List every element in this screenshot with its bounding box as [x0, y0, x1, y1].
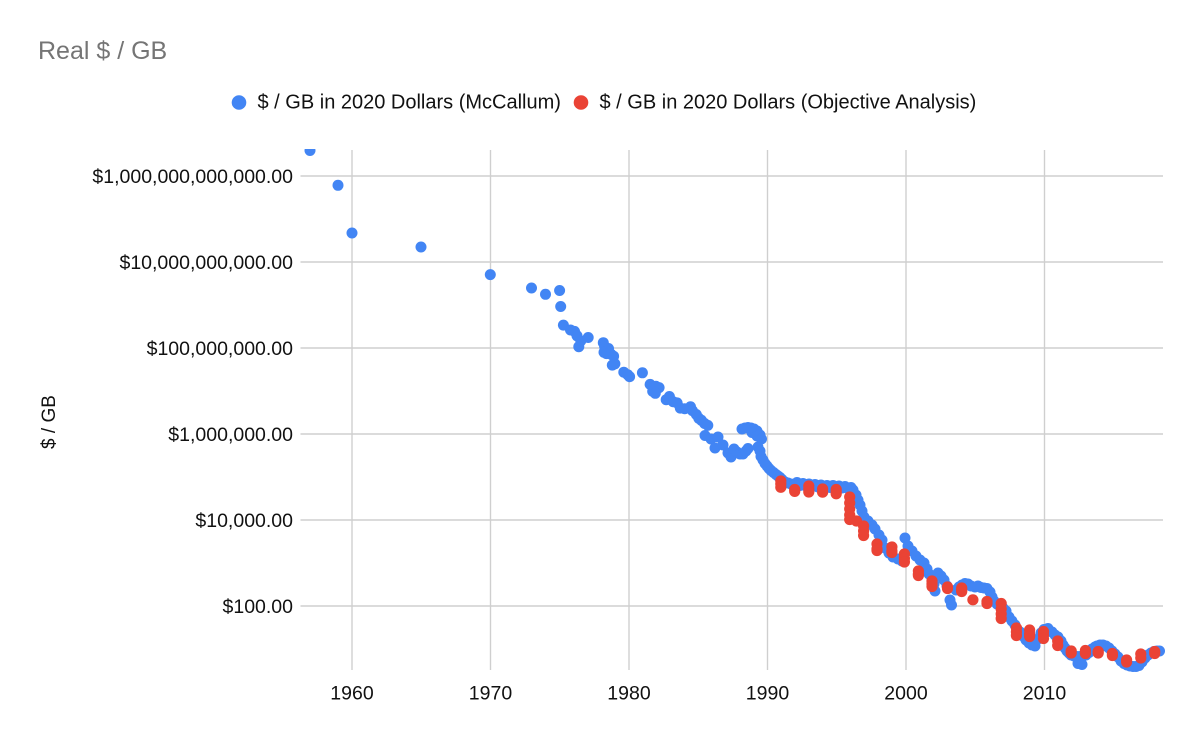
svg-text:1990: 1990	[746, 683, 790, 705]
svg-text:$ / GB in 2020 Dollars (McCall: $ / GB in 2020 Dollars (McCallum)	[258, 92, 561, 114]
svg-text:$100,000,000.00: $100,000,000.00	[147, 338, 294, 360]
svg-text:2010: 2010	[1023, 683, 1067, 705]
svg-text:1980: 1980	[607, 683, 651, 705]
svg-text:2000: 2000	[884, 683, 928, 705]
svg-text:$1,000,000.00: $1,000,000.00	[168, 424, 293, 446]
svg-text:$10,000,000,000.00: $10,000,000,000.00	[119, 252, 293, 274]
svg-text:1960: 1960	[330, 683, 374, 705]
svg-text:$100.00: $100.00	[223, 596, 294, 618]
svg-text:$10,000.00: $10,000.00	[195, 510, 293, 532]
svg-text:Real $ / GB: Real $ / GB	[38, 37, 167, 65]
svg-text:1970: 1970	[469, 683, 513, 705]
svg-text:$ / GB: $ / GB	[39, 395, 60, 449]
svg-text:$ / GB in 2020 Dollars (Object: $ / GB in 2020 Dollars (Objective Analys…	[600, 92, 977, 114]
svg-text:$1,000,000,000,000.00: $1,000,000,000,000.00	[92, 166, 293, 188]
